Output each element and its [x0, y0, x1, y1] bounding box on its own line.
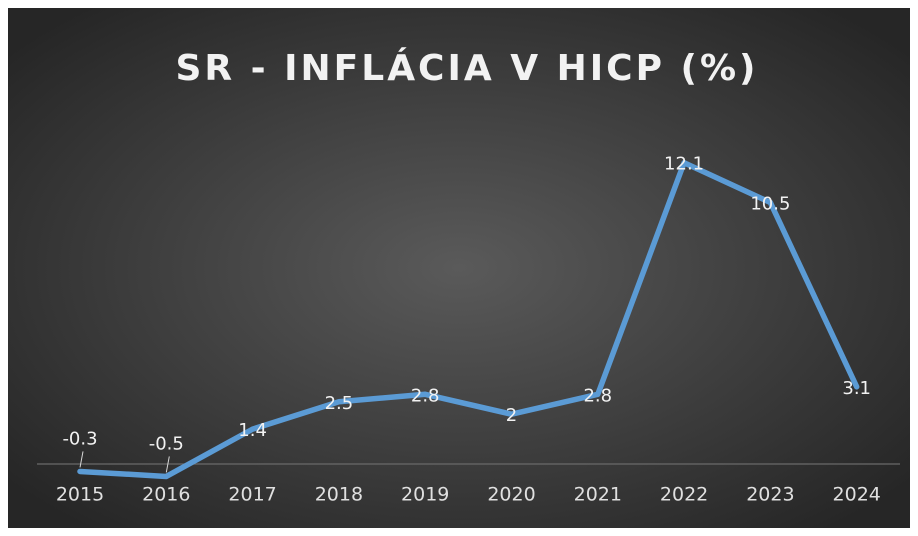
data-label: 2.8 [583, 385, 612, 406]
x-tick-label: 2022 [660, 484, 708, 506]
x-tick-label: 2019 [401, 484, 449, 506]
data-label: -0.3 [62, 428, 97, 449]
data-label: 2 [506, 405, 517, 426]
x-tick-label: 2018 [315, 484, 363, 506]
x-tick-label: 2024 [833, 484, 881, 506]
chart-title: SR - INFLÁCIA V HICP (%) [175, 47, 758, 89]
data-line [77, 159, 860, 480]
x-tick-label: 2023 [746, 484, 794, 506]
data-label: 1.4 [238, 420, 267, 441]
data-label: 2.8 [411, 385, 440, 406]
chart-background [8, 8, 910, 528]
data-label: -0.5 [149, 433, 184, 454]
x-tick-label: 2015 [56, 484, 104, 506]
data-label: 2.5 [325, 393, 354, 414]
x-tick-label: 2020 [487, 484, 535, 506]
x-tick-label: 2021 [574, 484, 622, 506]
data-label: 12.1 [664, 154, 704, 175]
leader-line [165, 456, 170, 473]
leader-line [79, 451, 84, 468]
data-label: 3.1 [842, 378, 871, 399]
x-tick-label: 2017 [228, 484, 276, 506]
x-tick-label: 2016 [142, 484, 190, 506]
data-label: 10.5 [750, 194, 790, 215]
